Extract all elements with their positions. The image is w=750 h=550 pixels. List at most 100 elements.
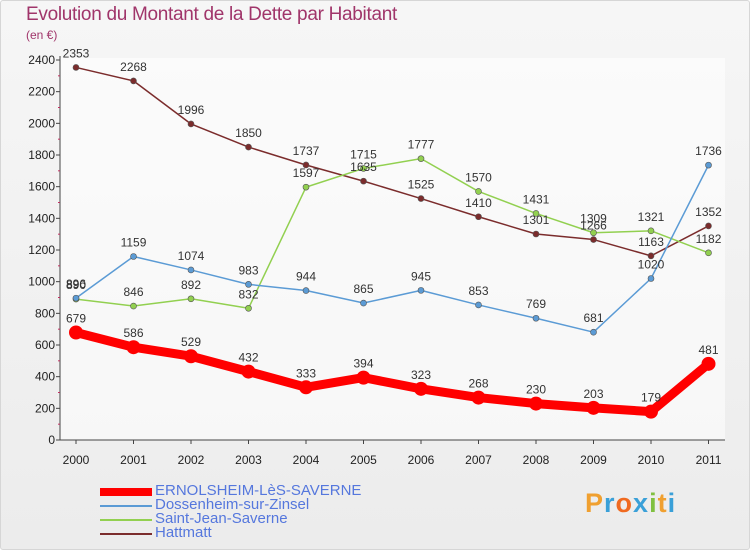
data-point bbox=[126, 340, 141, 355]
data-point bbox=[356, 370, 371, 385]
data-point bbox=[184, 349, 198, 364]
x-tick-label: 2011 bbox=[696, 453, 722, 467]
data-label: 1321 bbox=[638, 210, 665, 224]
data-point bbox=[130, 302, 137, 310]
data-point bbox=[590, 328, 597, 336]
data-label: 1850 bbox=[235, 126, 262, 140]
y-tick-label: 800 bbox=[35, 306, 55, 320]
data-label: 432 bbox=[238, 351, 258, 365]
data-point bbox=[705, 161, 712, 169]
x-tick-label: 2008 bbox=[523, 453, 550, 467]
data-label: 1159 bbox=[121, 235, 147, 249]
legend-label: Saint-Jean-Saverne bbox=[155, 510, 288, 527]
data-label: 179 bbox=[641, 391, 661, 405]
data-label: 1525 bbox=[408, 178, 435, 192]
series-line bbox=[75, 66, 710, 257]
y-tick-label: 200 bbox=[35, 401, 55, 415]
logo-letter: r bbox=[604, 488, 616, 518]
data-label: 230 bbox=[526, 383, 546, 397]
x-tick-label: 2010 bbox=[638, 453, 665, 467]
legend-label: Hattmatt bbox=[155, 524, 212, 541]
data-point bbox=[245, 143, 252, 151]
data-point bbox=[705, 222, 712, 230]
data-label: 681 bbox=[583, 311, 603, 325]
data-point bbox=[647, 252, 655, 260]
data-point bbox=[245, 281, 252, 288]
x-tick-label: 2002 bbox=[178, 453, 205, 467]
data-point bbox=[130, 253, 137, 260]
data-label: 1570 bbox=[465, 170, 492, 184]
y-tick-label: 600 bbox=[35, 338, 55, 352]
y-tick-label: 2400 bbox=[28, 53, 55, 67]
data-point bbox=[417, 287, 425, 294]
logo-letter: i bbox=[649, 488, 658, 518]
data-point bbox=[302, 161, 310, 169]
data-point bbox=[187, 295, 195, 303]
data-point bbox=[475, 188, 482, 195]
logo-letter: i bbox=[667, 488, 677, 518]
data-point bbox=[532, 230, 540, 238]
data-point bbox=[69, 325, 83, 340]
y-tick-label: 2000 bbox=[28, 116, 55, 130]
data-label: 1352 bbox=[695, 205, 722, 219]
data-label: 1635 bbox=[350, 160, 377, 174]
data-point bbox=[647, 227, 655, 235]
data-label: 1301 bbox=[523, 213, 550, 227]
data-label: 853 bbox=[468, 284, 488, 298]
series-line bbox=[75, 157, 710, 310]
data-point bbox=[360, 165, 367, 172]
plot-background bbox=[60, 58, 725, 440]
data-point bbox=[299, 380, 313, 395]
legend-swatch bbox=[100, 488, 152, 496]
data-point bbox=[705, 249, 712, 257]
data-label: 846 bbox=[123, 285, 143, 299]
data-point bbox=[241, 364, 256, 379]
chart-legend: ERNOLSHEIM-LèS-SAVERNE Dossenheim-sur-Zin… bbox=[100, 482, 400, 541]
data-point bbox=[72, 64, 80, 71]
data-label: 832 bbox=[238, 287, 258, 301]
y-tick-label: 2200 bbox=[28, 85, 55, 99]
x-tick-label: 2000 bbox=[63, 453, 90, 467]
data-label: 1736 bbox=[695, 144, 722, 158]
x-tick-label: 2004 bbox=[293, 453, 320, 467]
data-point bbox=[647, 275, 655, 282]
data-point bbox=[417, 195, 425, 202]
data-point bbox=[590, 236, 597, 243]
data-point bbox=[475, 213, 482, 221]
data-label: 944 bbox=[296, 270, 316, 284]
data-point bbox=[302, 287, 310, 294]
data-label: 865 bbox=[353, 282, 373, 296]
x-tick-label: 2006 bbox=[408, 453, 435, 467]
legend-swatch bbox=[100, 505, 152, 507]
data-point bbox=[130, 77, 137, 85]
series-line bbox=[71, 327, 713, 417]
data-point bbox=[360, 177, 367, 185]
data-label: 945 bbox=[411, 269, 431, 283]
data-label: 268 bbox=[468, 377, 488, 391]
data-label: 1309 bbox=[580, 212, 607, 226]
y-tick-label: 1200 bbox=[28, 243, 55, 257]
data-point bbox=[586, 400, 601, 415]
series-line bbox=[75, 164, 710, 333]
legend-item: Hattmatt bbox=[100, 524, 400, 541]
data-label: 983 bbox=[238, 263, 258, 277]
x-tick-label: 2003 bbox=[235, 453, 262, 467]
data-label: 769 bbox=[526, 297, 546, 311]
data-label: 1715 bbox=[350, 147, 377, 161]
data-point bbox=[475, 301, 482, 309]
y-tick-label: 1400 bbox=[28, 211, 55, 225]
chart-title: Evolution du Montant de la Dette par Hab… bbox=[26, 4, 397, 25]
data-label: 1163 bbox=[638, 235, 664, 249]
data-label: 2353 bbox=[63, 46, 90, 60]
data-label: 586 bbox=[123, 326, 143, 340]
legend-item: Dossenheim-sur-Zinsel bbox=[100, 496, 400, 513]
data-point bbox=[187, 266, 195, 274]
x-tick-label: 2009 bbox=[580, 453, 607, 467]
data-label: 481 bbox=[698, 343, 718, 357]
logo-letter: x bbox=[633, 488, 650, 518]
data-point bbox=[245, 304, 252, 312]
data-point bbox=[644, 404, 658, 419]
data-label: 1777 bbox=[408, 138, 435, 152]
y-tick-label: 1000 bbox=[28, 275, 55, 289]
